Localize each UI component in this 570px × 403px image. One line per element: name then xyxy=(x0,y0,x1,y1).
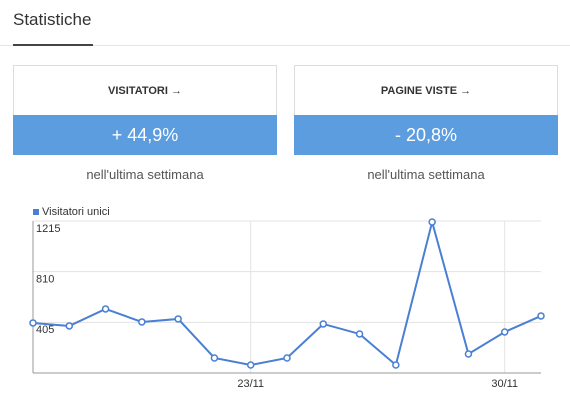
point xyxy=(537,312,545,320)
card-label[interactable]: PAGINE VISTE → xyxy=(380,85,472,97)
x-tick-label: 30/11 xyxy=(491,378,518,390)
point xyxy=(65,322,74,330)
point xyxy=(138,318,146,326)
y-tick-label: 1215 xyxy=(36,223,60,235)
card[interactable]: VISITATORI → + 44,9% xyxy=(13,65,277,155)
point xyxy=(428,218,436,226)
line xyxy=(32,218,542,367)
card-value: - 20,8% xyxy=(294,115,558,155)
y-tick-label: 810 xyxy=(36,274,54,286)
card-caption: nell'ultima settimana xyxy=(367,167,485,182)
y-tick-label: 405 xyxy=(36,324,54,336)
point xyxy=(355,330,364,338)
point xyxy=(464,350,473,358)
divider xyxy=(0,45,570,46)
point xyxy=(174,315,182,323)
point xyxy=(392,361,400,369)
x-tick-label: 23/11 xyxy=(237,378,264,390)
title: Statistiche xyxy=(13,10,92,29)
card-value: + 44,9% xyxy=(13,115,277,155)
point xyxy=(319,320,328,328)
legend-label: Visitatori unici xyxy=(42,206,110,218)
title-underline xyxy=(13,44,93,46)
point xyxy=(283,354,291,362)
point xyxy=(29,319,37,327)
card[interactable]: PAGINE VISTE → - 20,8% xyxy=(294,65,558,155)
point xyxy=(500,328,509,336)
card-caption: nell'ultima settimana xyxy=(86,167,204,182)
point xyxy=(101,305,110,313)
point xyxy=(210,354,219,362)
point xyxy=(246,361,255,369)
card-label[interactable]: VISITATORI → xyxy=(108,85,182,97)
legend-swatch xyxy=(33,209,39,215)
